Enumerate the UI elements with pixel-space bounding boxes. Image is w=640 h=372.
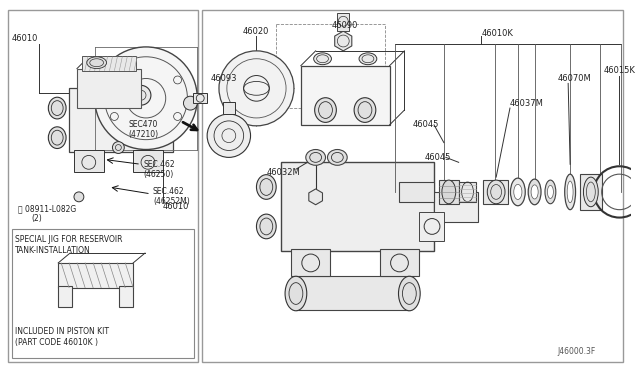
- Text: Ⓝ 08911-L082G: Ⓝ 08911-L082G: [18, 204, 76, 213]
- Circle shape: [219, 51, 294, 126]
- Text: 46010: 46010: [12, 33, 38, 42]
- Text: TANK-INSTALLATION: TANK-INSTALLATION: [15, 246, 90, 254]
- Bar: [296, 276, 410, 310]
- Ellipse shape: [257, 175, 276, 199]
- Bar: [12, 230, 195, 357]
- Text: SEC.462: SEC.462: [153, 187, 184, 196]
- Text: (47210): (47210): [128, 130, 158, 139]
- Text: 46020: 46020: [243, 27, 269, 36]
- Bar: [119, 286, 133, 307]
- Ellipse shape: [354, 98, 376, 122]
- Text: (46252M): (46252M): [153, 197, 189, 206]
- Text: J46000.3F: J46000.3F: [557, 347, 596, 356]
- Bar: [223, 102, 235, 114]
- Bar: [459, 182, 476, 202]
- Text: 46093: 46093: [211, 74, 237, 83]
- Polygon shape: [335, 31, 352, 51]
- Text: SEC.462: SEC.462: [143, 160, 175, 169]
- Circle shape: [131, 86, 151, 105]
- Text: 46090: 46090: [332, 21, 358, 30]
- Text: 46037M: 46037M: [510, 99, 544, 108]
- Text: 46015K: 46015K: [604, 66, 636, 75]
- Ellipse shape: [49, 127, 66, 148]
- Bar: [193, 93, 207, 103]
- Circle shape: [95, 47, 197, 150]
- Text: 46045: 46045: [412, 121, 438, 129]
- Bar: [58, 286, 72, 307]
- Bar: [58, 263, 133, 288]
- Text: SEC470: SEC470: [128, 121, 157, 129]
- Bar: [434, 192, 478, 221]
- Bar: [291, 249, 330, 276]
- Ellipse shape: [584, 177, 598, 207]
- Text: (2): (2): [31, 214, 42, 223]
- Ellipse shape: [315, 98, 337, 122]
- Bar: [380, 249, 419, 276]
- Text: 46045: 46045: [424, 153, 451, 162]
- Ellipse shape: [511, 178, 525, 206]
- Text: (46250): (46250): [143, 170, 173, 179]
- Ellipse shape: [514, 184, 522, 199]
- Text: 46010K: 46010K: [481, 29, 513, 38]
- Circle shape: [184, 96, 197, 110]
- Ellipse shape: [531, 185, 538, 199]
- Bar: [82, 56, 136, 71]
- Bar: [133, 151, 163, 172]
- Ellipse shape: [487, 180, 505, 204]
- Ellipse shape: [399, 276, 420, 311]
- Text: (PART CODE 46010K ): (PART CODE 46010K ): [15, 339, 98, 347]
- Bar: [483, 180, 508, 204]
- Ellipse shape: [547, 185, 554, 198]
- Ellipse shape: [49, 97, 66, 119]
- Bar: [69, 88, 173, 153]
- Bar: [399, 182, 434, 202]
- Polygon shape: [309, 189, 323, 205]
- Bar: [439, 180, 459, 204]
- Bar: [202, 10, 623, 362]
- Ellipse shape: [328, 150, 348, 165]
- Circle shape: [74, 192, 84, 202]
- Bar: [281, 162, 434, 251]
- Ellipse shape: [359, 53, 377, 65]
- Ellipse shape: [528, 179, 541, 205]
- Ellipse shape: [564, 174, 575, 210]
- Text: 46032M: 46032M: [266, 168, 300, 177]
- Text: INCLUDED IN PISTON KIT: INCLUDED IN PISTON KIT: [15, 327, 109, 337]
- Text: 46010: 46010: [163, 202, 189, 211]
- Ellipse shape: [306, 150, 326, 165]
- Bar: [580, 174, 602, 210]
- Text: 46070M: 46070M: [557, 74, 591, 83]
- Bar: [301, 66, 390, 125]
- Ellipse shape: [285, 276, 307, 311]
- Circle shape: [113, 142, 124, 153]
- Circle shape: [207, 114, 250, 157]
- Bar: [77, 68, 141, 108]
- Ellipse shape: [442, 180, 456, 204]
- Ellipse shape: [257, 214, 276, 239]
- Text: SPECIAL JIG FOR RESERVOIR: SPECIAL JIG FOR RESERVOIR: [15, 235, 122, 244]
- Bar: [74, 151, 104, 172]
- Ellipse shape: [567, 181, 573, 203]
- Bar: [8, 10, 198, 362]
- Ellipse shape: [314, 53, 332, 65]
- Bar: [337, 13, 349, 31]
- Ellipse shape: [545, 180, 556, 204]
- Ellipse shape: [87, 57, 106, 68]
- Bar: [419, 212, 444, 241]
